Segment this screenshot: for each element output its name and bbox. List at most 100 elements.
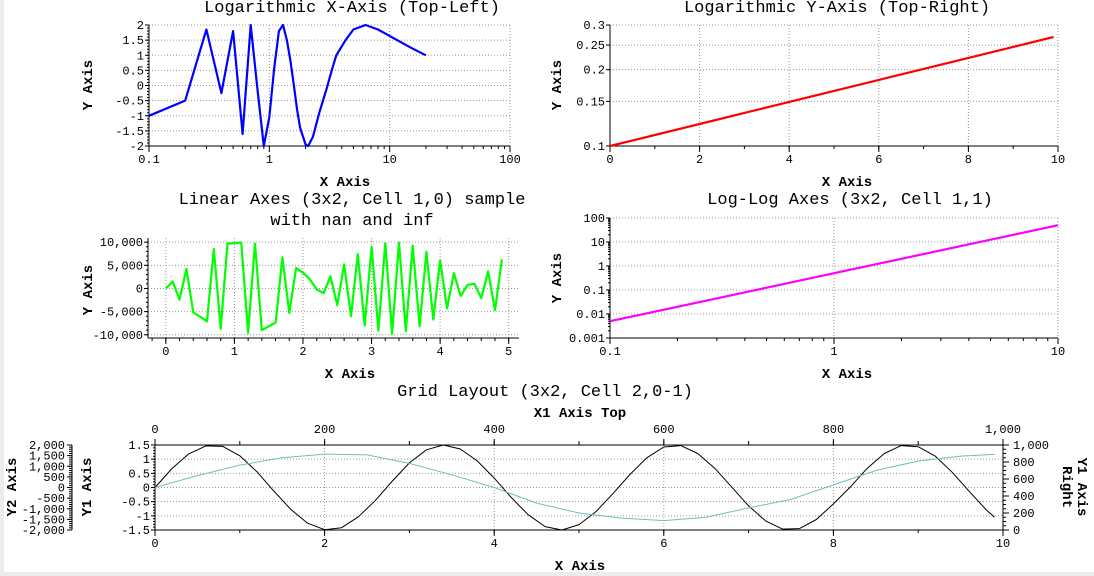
y-right-tick-label: 0: [1013, 524, 1020, 538]
x2-tick-label: 600: [653, 423, 675, 437]
y2-tick-label: -1,000: [22, 503, 65, 517]
y-tick-label: 0.1: [583, 284, 605, 298]
x2-tick-label: 800: [823, 423, 845, 437]
y-tick-label: -0.5: [121, 496, 150, 510]
chart-2-plot: 0 1 2 3 4 5 -10,000 -5,000 0 5,000 10,000: [93, 236, 519, 359]
y-tick-label: 0.1: [583, 140, 605, 154]
series-line-0: [154, 444, 995, 531]
y2-tick-label: 500: [43, 471, 65, 485]
y1-right-axis-label-line2: Right: [1058, 466, 1074, 508]
y-tick-label: 5,000: [107, 259, 143, 273]
chart-title: Log-Log Axes (3x2, Cell 1,1): [707, 191, 993, 210]
x-tick-label: 10: [382, 153, 396, 167]
y-axis-label: Y Axis: [81, 265, 97, 315]
series-line-0: [609, 35, 1054, 148]
series-line-0: [148, 23, 427, 148]
y2-tick-label: -2,000: [22, 524, 65, 538]
chart-0-plot: 0.1 1 10 100-2-1.5-1-0.500.511.52: [115, 19, 521, 167]
x-tick-label: 10: [1051, 345, 1065, 359]
y-tick-label: 0.15: [576, 95, 605, 109]
y-tick-label: -5,000: [100, 306, 143, 320]
x-tick-label: 0: [151, 537, 158, 551]
y-tick-label: -1: [130, 110, 144, 124]
x-tick-label: 6: [660, 537, 667, 551]
series-line-0: [165, 241, 503, 335]
x2-tick-label: 200: [314, 423, 336, 437]
series-line-0: [609, 224, 1059, 323]
y-axis-label: Y Axis: [550, 60, 566, 110]
y-tick-label: -1: [136, 510, 150, 524]
y-right-tick-label: 400: [1013, 490, 1035, 504]
x-tick-label: 1: [231, 345, 238, 359]
y-right-tick-label: 800: [1013, 456, 1035, 470]
x-tick-label: 3: [368, 345, 375, 359]
chart-title: Linear Axes (3x2, Cell 1,0) sample: [179, 191, 526, 210]
y-tick-label: -0.5: [115, 95, 144, 109]
chart-title: Logarithmic X-Axis (Top-Left): [204, 0, 500, 18]
y-tick-label: 10,000: [100, 236, 143, 250]
x-tick-label: 10: [996, 537, 1010, 551]
x-tick-label: 2: [299, 345, 306, 359]
y-tick-label: 0.01: [576, 308, 605, 322]
y-tick-label: 0.001: [569, 332, 605, 346]
x2-tick-label: 400: [483, 423, 505, 437]
y-tick-label: 1.5: [122, 34, 144, 48]
x-tick-label: 0: [606, 153, 613, 167]
y-tick-label: 0.5: [128, 467, 150, 481]
y-tick-label: 1: [137, 49, 144, 63]
y-tick-label: 0: [136, 282, 143, 296]
chart-3-plot: 0.1 1 10 0.001 0.01 0.1 1 10 100: [569, 212, 1065, 359]
y-tick-label: 0.25: [576, 39, 605, 53]
y-tick-label: 1: [598, 260, 605, 274]
x-tick-label: 6: [875, 153, 882, 167]
y-right-tick-label: 600: [1013, 473, 1035, 487]
x-tick-label: 2: [321, 537, 328, 551]
x-tick-label: 10: [1051, 153, 1065, 167]
y-tick-label: 10: [591, 236, 605, 250]
y2-tick-label: -500: [36, 492, 65, 506]
x-tick-label: 0: [162, 345, 169, 359]
y-axis-label: Y Axis: [550, 253, 566, 303]
x-axis-label: X Axis: [325, 367, 375, 383]
x-axis-label: X Axis: [320, 175, 370, 191]
y-tick-label: 0.3: [583, 19, 605, 33]
x-tick-label: 8: [965, 153, 972, 167]
y-right-tick-label: 1,000: [1013, 439, 1049, 453]
x-axis-label: X Axis: [822, 367, 872, 383]
y-tick-label: 0.5: [122, 64, 144, 78]
x-tick-label: 0.1: [138, 153, 160, 167]
x-tick-label: 5: [505, 345, 512, 359]
y-tick-label: 1.5: [128, 439, 150, 453]
x-tick-label: 4: [491, 537, 498, 551]
chart-1-plot: 0 2 4 6 8 10 0.1 0.15 0.2 0.25 0.3: [576, 19, 1065, 167]
y1-right-axis-label: Y1 Axis: [1073, 458, 1089, 517]
x-tick-label: 1: [266, 153, 273, 167]
y2-tick-label: 2,000: [29, 439, 65, 453]
y2-tick-label: 0: [58, 482, 65, 496]
y-tick-label: 2: [137, 19, 144, 33]
y-right-tick-label: 200: [1013, 507, 1035, 521]
y-tick-label: 1: [143, 453, 150, 467]
chart-title-line2: with nan and inf: [270, 212, 433, 231]
x-tick-label: 100: [499, 153, 521, 167]
x-axis-label: X Axis: [555, 559, 605, 575]
y2-tick-label: -1,500: [22, 513, 65, 527]
x-tick-label: 4: [437, 345, 444, 359]
x-tick-label: 8: [830, 537, 837, 551]
x-tick-label: 4: [786, 153, 793, 167]
x2-axis-label: X1 Axis Top: [534, 406, 626, 422]
chart-4-plot: 0 2 4 6 8 10-1.5-1-0.500.511.50 200 400 600 800 1,…: [22, 423, 1049, 551]
chart-title: Logarithmic Y-Axis (Top-Right): [684, 0, 990, 18]
y-tick-label: -2: [130, 140, 144, 154]
y-tick-label: 0: [137, 80, 144, 94]
y-tick-label: 0: [143, 482, 150, 496]
y2-tick-label: 1,500: [29, 450, 65, 464]
y-tick-label: -1.5: [115, 125, 144, 139]
y-tick-label: -10,000: [93, 329, 143, 343]
y-tick-label: -1.5: [121, 524, 150, 538]
x2-tick-label: 1,000: [985, 423, 1021, 437]
x-tick-label: 1: [830, 345, 837, 359]
y-axis-label: Y Axis: [81, 60, 97, 110]
chart-title: Grid Layout (3x2, Cell 2,0-1): [397, 383, 693, 402]
